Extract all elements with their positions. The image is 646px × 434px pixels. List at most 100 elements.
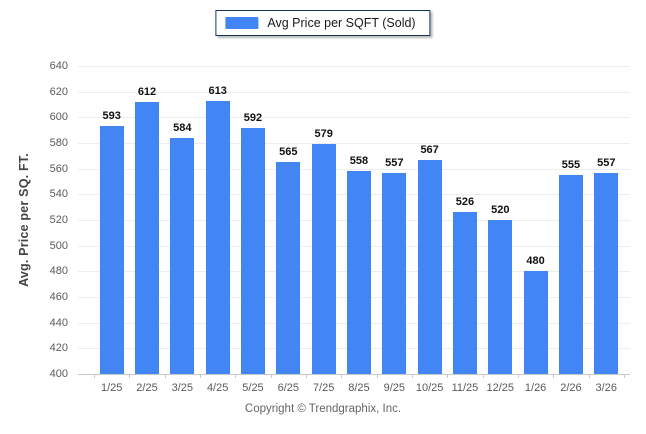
bar bbox=[558, 175, 583, 374]
y-tick-label: 480 bbox=[49, 265, 68, 278]
x-tick-label: 2/26 bbox=[560, 382, 582, 394]
bar-value-label: 579 bbox=[314, 128, 333, 141]
bar bbox=[99, 126, 124, 374]
bar bbox=[170, 137, 195, 374]
x-tick-label: 1/25 bbox=[100, 382, 123, 394]
bar-value-label: 567 bbox=[420, 143, 439, 156]
y-tick-label: 400 bbox=[49, 368, 68, 380]
bar-value-label: 613 bbox=[208, 84, 227, 97]
bar-slot-2/26: 555 bbox=[553, 66, 588, 374]
x-tick-label: 3/25 bbox=[171, 382, 194, 394]
gridline bbox=[78, 117, 630, 119]
gridline bbox=[78, 66, 630, 67]
bar-value-label: 558 bbox=[349, 155, 369, 168]
x-tick-label: 6/25 bbox=[277, 382, 300, 394]
x-axis-tick bbox=[200, 374, 201, 378]
x-axis-tick bbox=[482, 374, 484, 378]
x-axis-tick bbox=[447, 374, 449, 378]
bar bbox=[382, 172, 407, 374]
bar bbox=[205, 100, 230, 374]
y-tick-label: 440 bbox=[49, 316, 68, 329]
bar-slot-6/25: 565 bbox=[271, 66, 306, 374]
x-tick-label: 11/25 bbox=[451, 382, 479, 394]
y-tick-label: 540 bbox=[49, 188, 68, 201]
x-axis-tick bbox=[235, 374, 237, 378]
x-axis-tick bbox=[624, 374, 625, 378]
y-axis-title: Avg. Price per SQ. FT. bbox=[17, 153, 31, 287]
bar-slot-3/26: 557 bbox=[589, 66, 624, 374]
bar-value-label: 612 bbox=[137, 85, 157, 98]
x-tick-label: 10/25 bbox=[415, 382, 444, 394]
bar-slot-2/25: 612 bbox=[129, 66, 164, 374]
bar-slot-1/26: 480 bbox=[518, 66, 553, 374]
bar bbox=[452, 212, 477, 374]
x-tick-label: 12/25 bbox=[486, 382, 515, 394]
bar-slot-4/25: 613 bbox=[200, 66, 235, 374]
y-tick-label: 560 bbox=[49, 162, 68, 175]
bar-slot-8/25: 558 bbox=[341, 66, 376, 374]
bar bbox=[276, 162, 301, 374]
x-tick-label: 9/25 bbox=[383, 382, 405, 394]
bar-slot-5/25: 592 bbox=[235, 66, 270, 374]
bar-value-label: 520 bbox=[491, 204, 510, 216]
bar-slot-10/25: 567 bbox=[412, 66, 447, 374]
y-tick-label: 600 bbox=[49, 111, 68, 124]
legend-swatch-icon bbox=[225, 17, 259, 29]
y-tick-label: 500 bbox=[49, 239, 68, 252]
x-axis-tick bbox=[341, 374, 343, 378]
bar-value-label: 526 bbox=[455, 196, 475, 209]
x-tick-label: 8/25 bbox=[348, 382, 370, 394]
bar bbox=[417, 159, 442, 374]
bar-slot-3/25: 584 bbox=[165, 66, 200, 374]
gridline bbox=[78, 143, 630, 144]
gridline bbox=[78, 91, 630, 93]
bar-slot-9/25: 557 bbox=[377, 66, 412, 374]
x-tick-label: 2/25 bbox=[136, 382, 158, 394]
x-axis-tick bbox=[270, 374, 272, 378]
gridline bbox=[78, 168, 630, 170]
bar-value-label: 584 bbox=[173, 121, 192, 134]
bars-row: 593 612 584 613 592 565 579 558 557 567 526 520 480 5… bbox=[94, 66, 624, 374]
bar bbox=[346, 171, 371, 374]
bar-slot-1/25: 593 bbox=[94, 66, 129, 374]
x-axis-tick bbox=[164, 374, 166, 378]
bar-value-label: 593 bbox=[102, 110, 121, 123]
x-axis-tick bbox=[376, 374, 378, 378]
y-tick-label: 640 bbox=[49, 60, 68, 72]
x-axis-tick bbox=[588, 374, 590, 378]
bar-value-label: 557 bbox=[597, 156, 616, 169]
bar-slot-11/25: 526 bbox=[447, 66, 482, 374]
bar-value-label: 480 bbox=[526, 255, 545, 268]
bar bbox=[134, 101, 159, 374]
bar bbox=[594, 172, 619, 374]
y-tick-label: 420 bbox=[49, 342, 68, 355]
x-axis-tick bbox=[553, 374, 555, 378]
bar-slot-7/25: 579 bbox=[306, 66, 341, 374]
x-axis-tick bbox=[412, 374, 413, 378]
y-tick-label: 520 bbox=[49, 214, 68, 226]
x-axis-tick bbox=[94, 374, 95, 378]
x-tick-label: 1/26 bbox=[524, 382, 547, 394]
y-tick-label: 620 bbox=[49, 85, 68, 98]
copyright-text: Copyright © Trendgraphix, Inc. bbox=[244, 403, 402, 415]
x-tick-label: 3/26 bbox=[595, 382, 617, 394]
chart-legend: Avg Price per SQFT (Sold) bbox=[215, 10, 431, 36]
bar bbox=[523, 271, 548, 374]
bar-value-label: 555 bbox=[561, 159, 581, 172]
x-axis-tick bbox=[129, 374, 131, 378]
x-axis-baseline bbox=[78, 374, 630, 375]
bar-slot-12/25: 520 bbox=[483, 66, 518, 374]
x-tick-label: 7/25 bbox=[312, 382, 335, 394]
y-tick-label: 460 bbox=[49, 291, 68, 303]
x-tick-label: 4/25 bbox=[206, 382, 229, 394]
bar-value-label: 565 bbox=[279, 146, 298, 159]
x-axis-tick bbox=[306, 374, 307, 378]
x-axis-tick bbox=[518, 374, 519, 378]
bar bbox=[240, 127, 265, 374]
bar bbox=[488, 220, 513, 374]
bar-value-label: 592 bbox=[243, 111, 263, 124]
legend-label: Avg Price per SQFT (Sold) bbox=[267, 16, 416, 30]
x-tick-label: 5/25 bbox=[242, 382, 264, 394]
y-tick-label: 580 bbox=[49, 137, 68, 149]
